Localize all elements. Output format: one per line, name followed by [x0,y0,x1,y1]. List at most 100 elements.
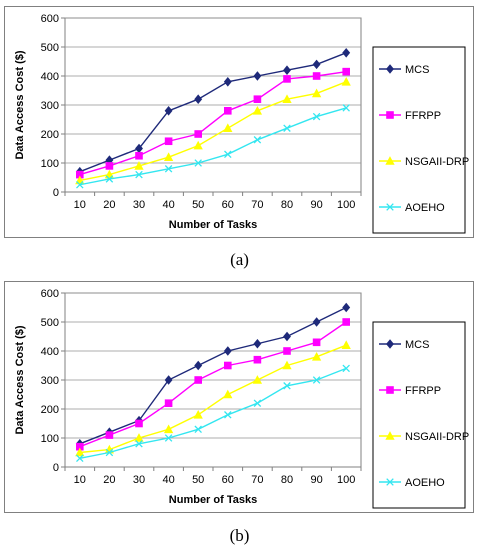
data-point-mcs [283,331,291,342]
data-point-aoeho [194,425,202,434]
data-point-aoeho [76,454,84,463]
x-tick-label: 20 [103,199,115,211]
data-point-mcs [223,346,232,356]
data-point-mcs [253,71,262,81]
legend-label-mcs: MCS [405,339,429,351]
data-point-nsgaii-drp [163,424,174,434]
series-aoeho [76,364,350,463]
series-line-mcs [79,52,347,173]
data-point-nsgaii-drp [104,169,115,179]
legend-marker-nsgaii-drp [385,431,395,440]
data-point-aoeho [312,376,321,384]
legend-label-ffrpp: FFRPP [405,385,441,397]
x-tick-label: 30 [133,474,145,486]
data-point-aoeho [342,104,350,112]
data-point-aoeho [164,434,173,442]
legend-marker-mcs [386,64,394,74]
chart-a: 0 100 200 300 400 500 600 10 20 30 40 50 60 70 80 90 100… [14,13,469,234]
x-tick-label: 50 [192,474,204,486]
data-point-ffrpp [312,72,321,80]
x-tick-label: 70 [251,474,263,486]
data-point-aoeho [105,175,114,183]
y-axis-title: Data Access Cost ($) [14,325,26,434]
legend [372,321,466,509]
data-point-ffrpp [164,399,173,408]
data-point-aoeho [342,364,350,373]
legend-label-nsgaii-drp: NSGAII-DRP [405,431,469,443]
x-tick-label: 60 [222,474,234,486]
caption-a: (a) [230,250,249,269]
data-point-mcs [223,77,232,87]
data-point-ffrpp [312,338,321,347]
x-tick-label: 40 [162,474,174,486]
data-point-aoeho [253,136,262,144]
data-point-aoeho [283,124,291,132]
data-point-ffrpp [135,151,143,160]
x-tick-label: 70 [251,199,263,211]
legend-marker-aoeho [386,478,394,486]
series-aoeho [76,104,350,189]
data-point-ffrpp [342,318,350,326]
caption-b: (b) [229,526,250,545]
data-point-mcs [312,59,321,70]
y-tick-label: 100 [41,433,59,445]
data-point-mcs [342,48,351,58]
data-point-nsgaii-drp [223,389,233,399]
data-point-aoeho [224,150,232,159]
data-point-aoeho [164,165,173,173]
data-point-ffrpp [135,419,143,428]
y-tick-label: 600 [41,13,59,25]
data-point-ffrpp [283,347,291,355]
data-point-mcs [312,317,321,327]
data-point-aoeho [312,112,321,121]
data-point-mcs [194,360,203,371]
data-point-nsgaii-drp [134,161,144,170]
x-tick-label: 90 [310,474,322,486]
data-point-mcs [164,106,173,116]
series-ffrpp [76,318,350,451]
data-point-nsgaii-drp [252,105,263,115]
data-point-aoeho [253,399,262,407]
data-point-mcs [342,302,351,313]
y-tick-label: 400 [41,71,59,83]
data-point-mcs [253,338,262,349]
series-line-aoeho [79,107,347,186]
x-axis-title: Number of Tasks [169,494,257,506]
series-line-nsgaii-drp [79,344,347,454]
x-tick-label: 60 [222,199,234,211]
data-point-mcs [164,375,173,385]
legend-label-mcs: MCS [405,64,429,76]
y-tick-label: 500 [41,317,59,329]
chart-panel-b: 0 100 200 300 400 500 600 10 20 30 40 50 60 70 80 90 100… [4,281,474,513]
data-point-nsgaii-drp [341,76,351,86]
y-axis-title: Data Access Cost ($) [14,50,26,159]
y-tick-label: 0 [53,187,59,199]
series-line-mcs [79,306,347,445]
data-point-ffrpp [253,95,262,104]
data-point-ffrpp [105,431,114,439]
data-point-nsgaii-drp [193,409,203,419]
legend-marker-nsgaii-drp [385,156,395,165]
x-tick-label: 30 [133,199,145,211]
legend-marker-aoeho [386,203,394,211]
y-tick-label: 300 [41,375,59,387]
data-point-mcs [194,94,203,104]
legend-label-aoeho: AOEHO [405,477,445,489]
x-tick-label: 90 [310,199,322,211]
series-line-ffrpp [79,321,347,448]
data-point-aoeho [224,411,232,419]
data-point-aoeho [194,159,202,167]
data-point-ffrpp [105,162,114,170]
x-tick-label: 10 [74,199,86,211]
x-tick-label: 80 [281,474,293,486]
chart-panel-a: 0 100 200 300 400 500 600 10 20 30 40 50 60 70 80 90 100… [4,6,474,238]
data-point-aoeho [283,382,291,390]
x-tick-label: 80 [281,199,293,211]
series-line-aoeho [79,367,347,459]
data-point-ffrpp [194,130,202,138]
series-ffrpp [76,67,350,179]
data-point-nsgaii-drp [252,375,263,384]
legend-marker-mcs [386,339,394,349]
x-tick-label: 10 [74,474,86,486]
x-tick-label: 20 [103,474,115,486]
